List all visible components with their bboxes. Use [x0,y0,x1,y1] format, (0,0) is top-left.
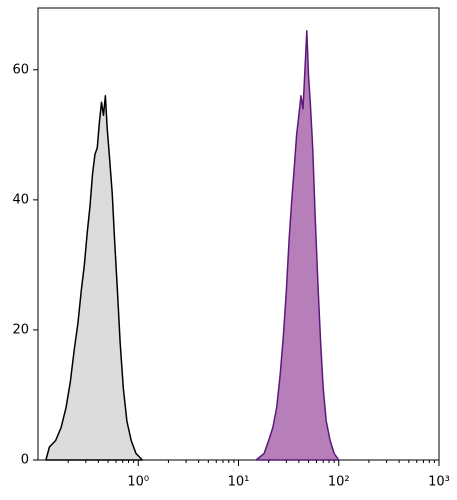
x-tick-label: 10³ [428,475,450,490]
y-tick-label: 0 [21,453,29,468]
y-tick-label: 20 [12,322,29,337]
x-tick-label: 10² [328,475,350,490]
x-tick-label: 10⁰ [127,475,149,490]
histogram-area [45,95,144,461]
y-tick-label: 40 [12,192,29,207]
y-tick-label: 60 [12,62,29,77]
x-tick-label: 10¹ [228,475,250,490]
histogram-area [255,30,340,461]
